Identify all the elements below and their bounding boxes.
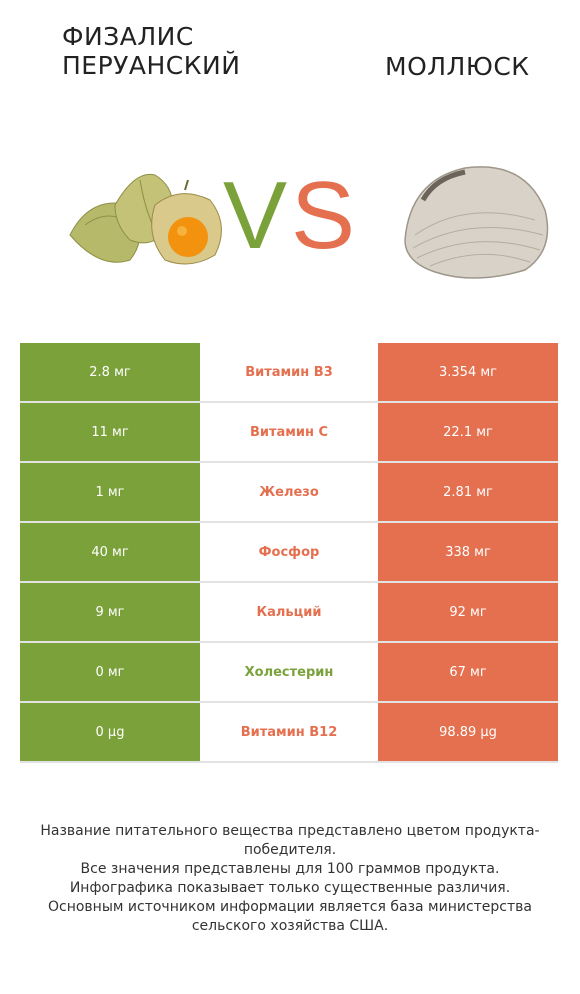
right-value: 2.81 мг bbox=[378, 463, 558, 523]
vs-s: S bbox=[291, 168, 353, 258]
left-value: 2.8 мг bbox=[20, 343, 200, 403]
footer-line: Название питательного вещества представл… bbox=[40, 823, 540, 858]
right-value: 98.89 µg bbox=[378, 703, 558, 763]
table-row: 40 мг Фосфор 338 мг bbox=[20, 523, 558, 583]
right-value: 67 мг bbox=[378, 643, 558, 703]
clam-image bbox=[404, 166, 549, 279]
left-value: 9 мг bbox=[20, 583, 200, 643]
right-value: 3.354 мг bbox=[378, 343, 558, 403]
nutrient-name: Витамин B3 bbox=[200, 343, 378, 403]
right-value: 22.1 мг bbox=[378, 403, 558, 463]
table-row: 0 µg Витамин B12 98.89 µg bbox=[20, 703, 558, 763]
table-row: 0 мг Холестерин 67 мг bbox=[20, 643, 558, 703]
table-row: 9 мг Кальций 92 мг bbox=[20, 583, 558, 643]
footer-note: Название питательного вещества представл… bbox=[20, 822, 560, 936]
nutrient-name: Кальций bbox=[200, 583, 378, 643]
right-value: 338 мг bbox=[378, 523, 558, 583]
footer-line: Основным источником информации является … bbox=[48, 899, 532, 934]
left-value: 1 мг bbox=[20, 463, 200, 523]
right-product-title: МОЛЛЮСК bbox=[385, 52, 530, 81]
footer-line: Инфографика показывает только существенн… bbox=[69, 880, 511, 896]
nutrient-name: Холестерин bbox=[200, 643, 378, 703]
physalis-image bbox=[69, 173, 222, 265]
table-row: 2.8 мг Витамин B3 3.354 мг bbox=[20, 343, 558, 403]
table-row: 11 мг Витамин C 22.1 мг bbox=[20, 403, 558, 463]
vs-label: V S bbox=[223, 168, 353, 258]
vs-v: V bbox=[223, 168, 287, 258]
nutrient-name: Фосфор bbox=[200, 523, 378, 583]
left-value: 40 мг bbox=[20, 523, 200, 583]
right-value: 92 мг bbox=[378, 583, 558, 643]
nutrient-name: Железо bbox=[200, 463, 378, 523]
left-value: 0 мг bbox=[20, 643, 200, 703]
left-value: 11 мг bbox=[20, 403, 200, 463]
table-row: 1 мг Железо 2.81 мг bbox=[20, 463, 558, 523]
left-title-line1: ФИЗАЛИС bbox=[62, 22, 194, 51]
comparison-table: 2.8 мг Витамин B3 3.354 мг 11 мг Витамин C 22… bbox=[20, 343, 558, 763]
left-product-title: ФИЗАЛИС ПЕРУАНСКИЙ bbox=[62, 22, 262, 80]
footer-line: Все значения представлены для 100 граммо… bbox=[80, 861, 500, 877]
nutrient-name: Витамин B12 bbox=[200, 703, 378, 763]
left-value: 0 µg bbox=[20, 703, 200, 763]
left-title-line2: ПЕРУАНСКИЙ bbox=[62, 51, 241, 80]
nutrient-name: Витамин C bbox=[200, 403, 378, 463]
